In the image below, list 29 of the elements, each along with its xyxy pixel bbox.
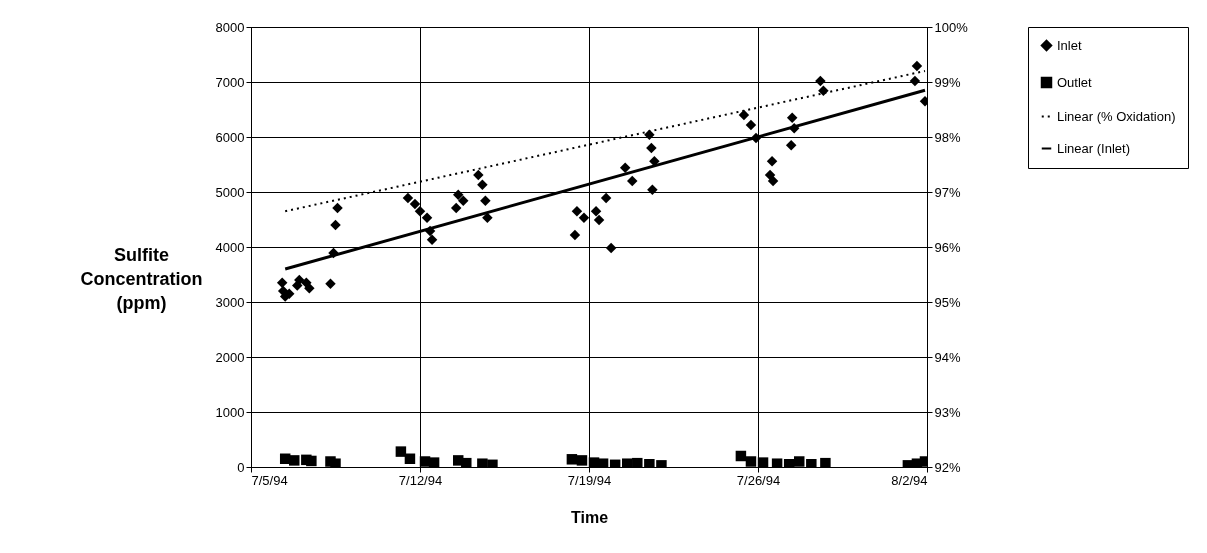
x-tick-label: 8/2/94 xyxy=(891,472,928,488)
y-tick-label: 7000 xyxy=(215,74,245,90)
y-tick-label: 0 xyxy=(237,459,245,475)
legend-label: Linear (% Oxidation) xyxy=(1057,108,1176,124)
x-tick-label: 7/19/94 xyxy=(567,472,612,488)
y2-tick-label: 95% xyxy=(934,294,961,310)
x-axis-title: Time xyxy=(570,508,609,526)
y-tick-label: 2000 xyxy=(215,349,245,365)
legend-label: Outlet xyxy=(1057,74,1093,90)
y2-tick-label: 96% xyxy=(934,239,961,255)
y2-tick-label: 97% xyxy=(934,184,961,200)
y-tick-label: 1000 xyxy=(215,404,245,420)
x-tick-label: 7/12/94 xyxy=(398,472,443,488)
y-tick-label: 8000 xyxy=(215,19,245,35)
legend-label: Inlet xyxy=(1057,37,1082,53)
x-tick-label: 7/26/94 xyxy=(736,472,781,488)
y2-tick-label: 98% xyxy=(934,129,961,145)
y-tick-label: 4000 xyxy=(215,239,245,255)
y2-tick-label: 93% xyxy=(934,404,961,420)
y-tick-label: 5000 xyxy=(215,184,245,200)
y2-tick-label: 94% xyxy=(934,349,961,365)
x-tick-label: 7/5/94 xyxy=(251,472,288,488)
legend-label: Linear (Inlet) xyxy=(1057,140,1130,156)
y-tick-label: 6000 xyxy=(215,129,245,145)
y-axis-title: Sulfite Concentration (ppm) xyxy=(80,244,203,313)
y2-tick-label: 92% xyxy=(934,459,961,475)
y-tick-label: 3000 xyxy=(215,294,245,310)
y2-tick-label: 99% xyxy=(934,74,961,90)
y2-tick-label: 100% xyxy=(934,19,969,35)
